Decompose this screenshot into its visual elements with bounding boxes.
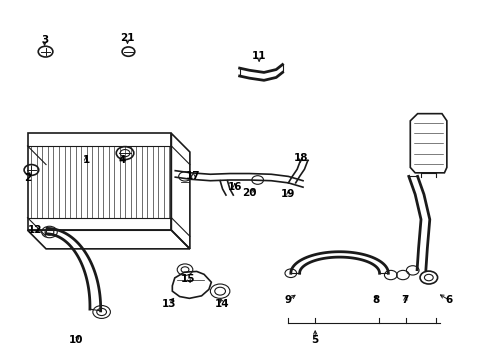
Text: 15: 15	[181, 274, 195, 284]
Text: 11: 11	[251, 51, 266, 61]
Text: 6: 6	[445, 295, 452, 305]
Text: 2: 2	[24, 173, 31, 183]
Text: 4: 4	[119, 155, 126, 165]
Text: 21: 21	[120, 33, 135, 43]
Text: 18: 18	[293, 153, 307, 163]
Text: 16: 16	[227, 182, 242, 192]
Text: 8: 8	[372, 295, 379, 305]
Text: 14: 14	[215, 299, 229, 309]
Text: 3: 3	[41, 35, 48, 45]
Text: 9: 9	[284, 295, 291, 305]
Text: 5: 5	[311, 334, 318, 345]
Text: 7: 7	[401, 295, 408, 305]
Text: 1: 1	[82, 155, 89, 165]
Text: 20: 20	[242, 188, 256, 198]
Text: 13: 13	[162, 299, 176, 309]
Text: 12: 12	[27, 225, 42, 235]
Text: 10: 10	[69, 334, 83, 345]
Text: 19: 19	[281, 189, 295, 199]
Text: 17: 17	[185, 171, 200, 181]
